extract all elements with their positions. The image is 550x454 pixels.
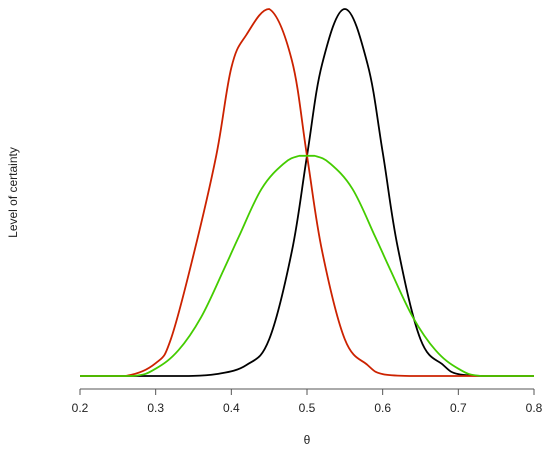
x-tick-label: 0.5 bbox=[299, 401, 316, 415]
series-line-1 bbox=[80, 8, 534, 377]
series-line-2 bbox=[80, 8, 534, 377]
series-line-3 bbox=[80, 154, 534, 377]
x-tick-label: 0.8 bbox=[526, 401, 543, 415]
x-tick-label: 0.4 bbox=[223, 401, 240, 415]
x-axis-title: θ bbox=[304, 433, 311, 447]
x-tick-label: 0.3 bbox=[147, 401, 164, 415]
x-tick-label: 0.7 bbox=[450, 401, 467, 415]
y-axis-title: Level of certainty bbox=[6, 147, 20, 238]
plot-area bbox=[80, 8, 534, 377]
x-tick-label: 0.6 bbox=[374, 401, 391, 415]
x-tick-label: 0.2 bbox=[72, 401, 89, 415]
x-axis: 0.2 0.3 0.4 0.5 0.6 0.7 0.8 bbox=[72, 388, 543, 415]
